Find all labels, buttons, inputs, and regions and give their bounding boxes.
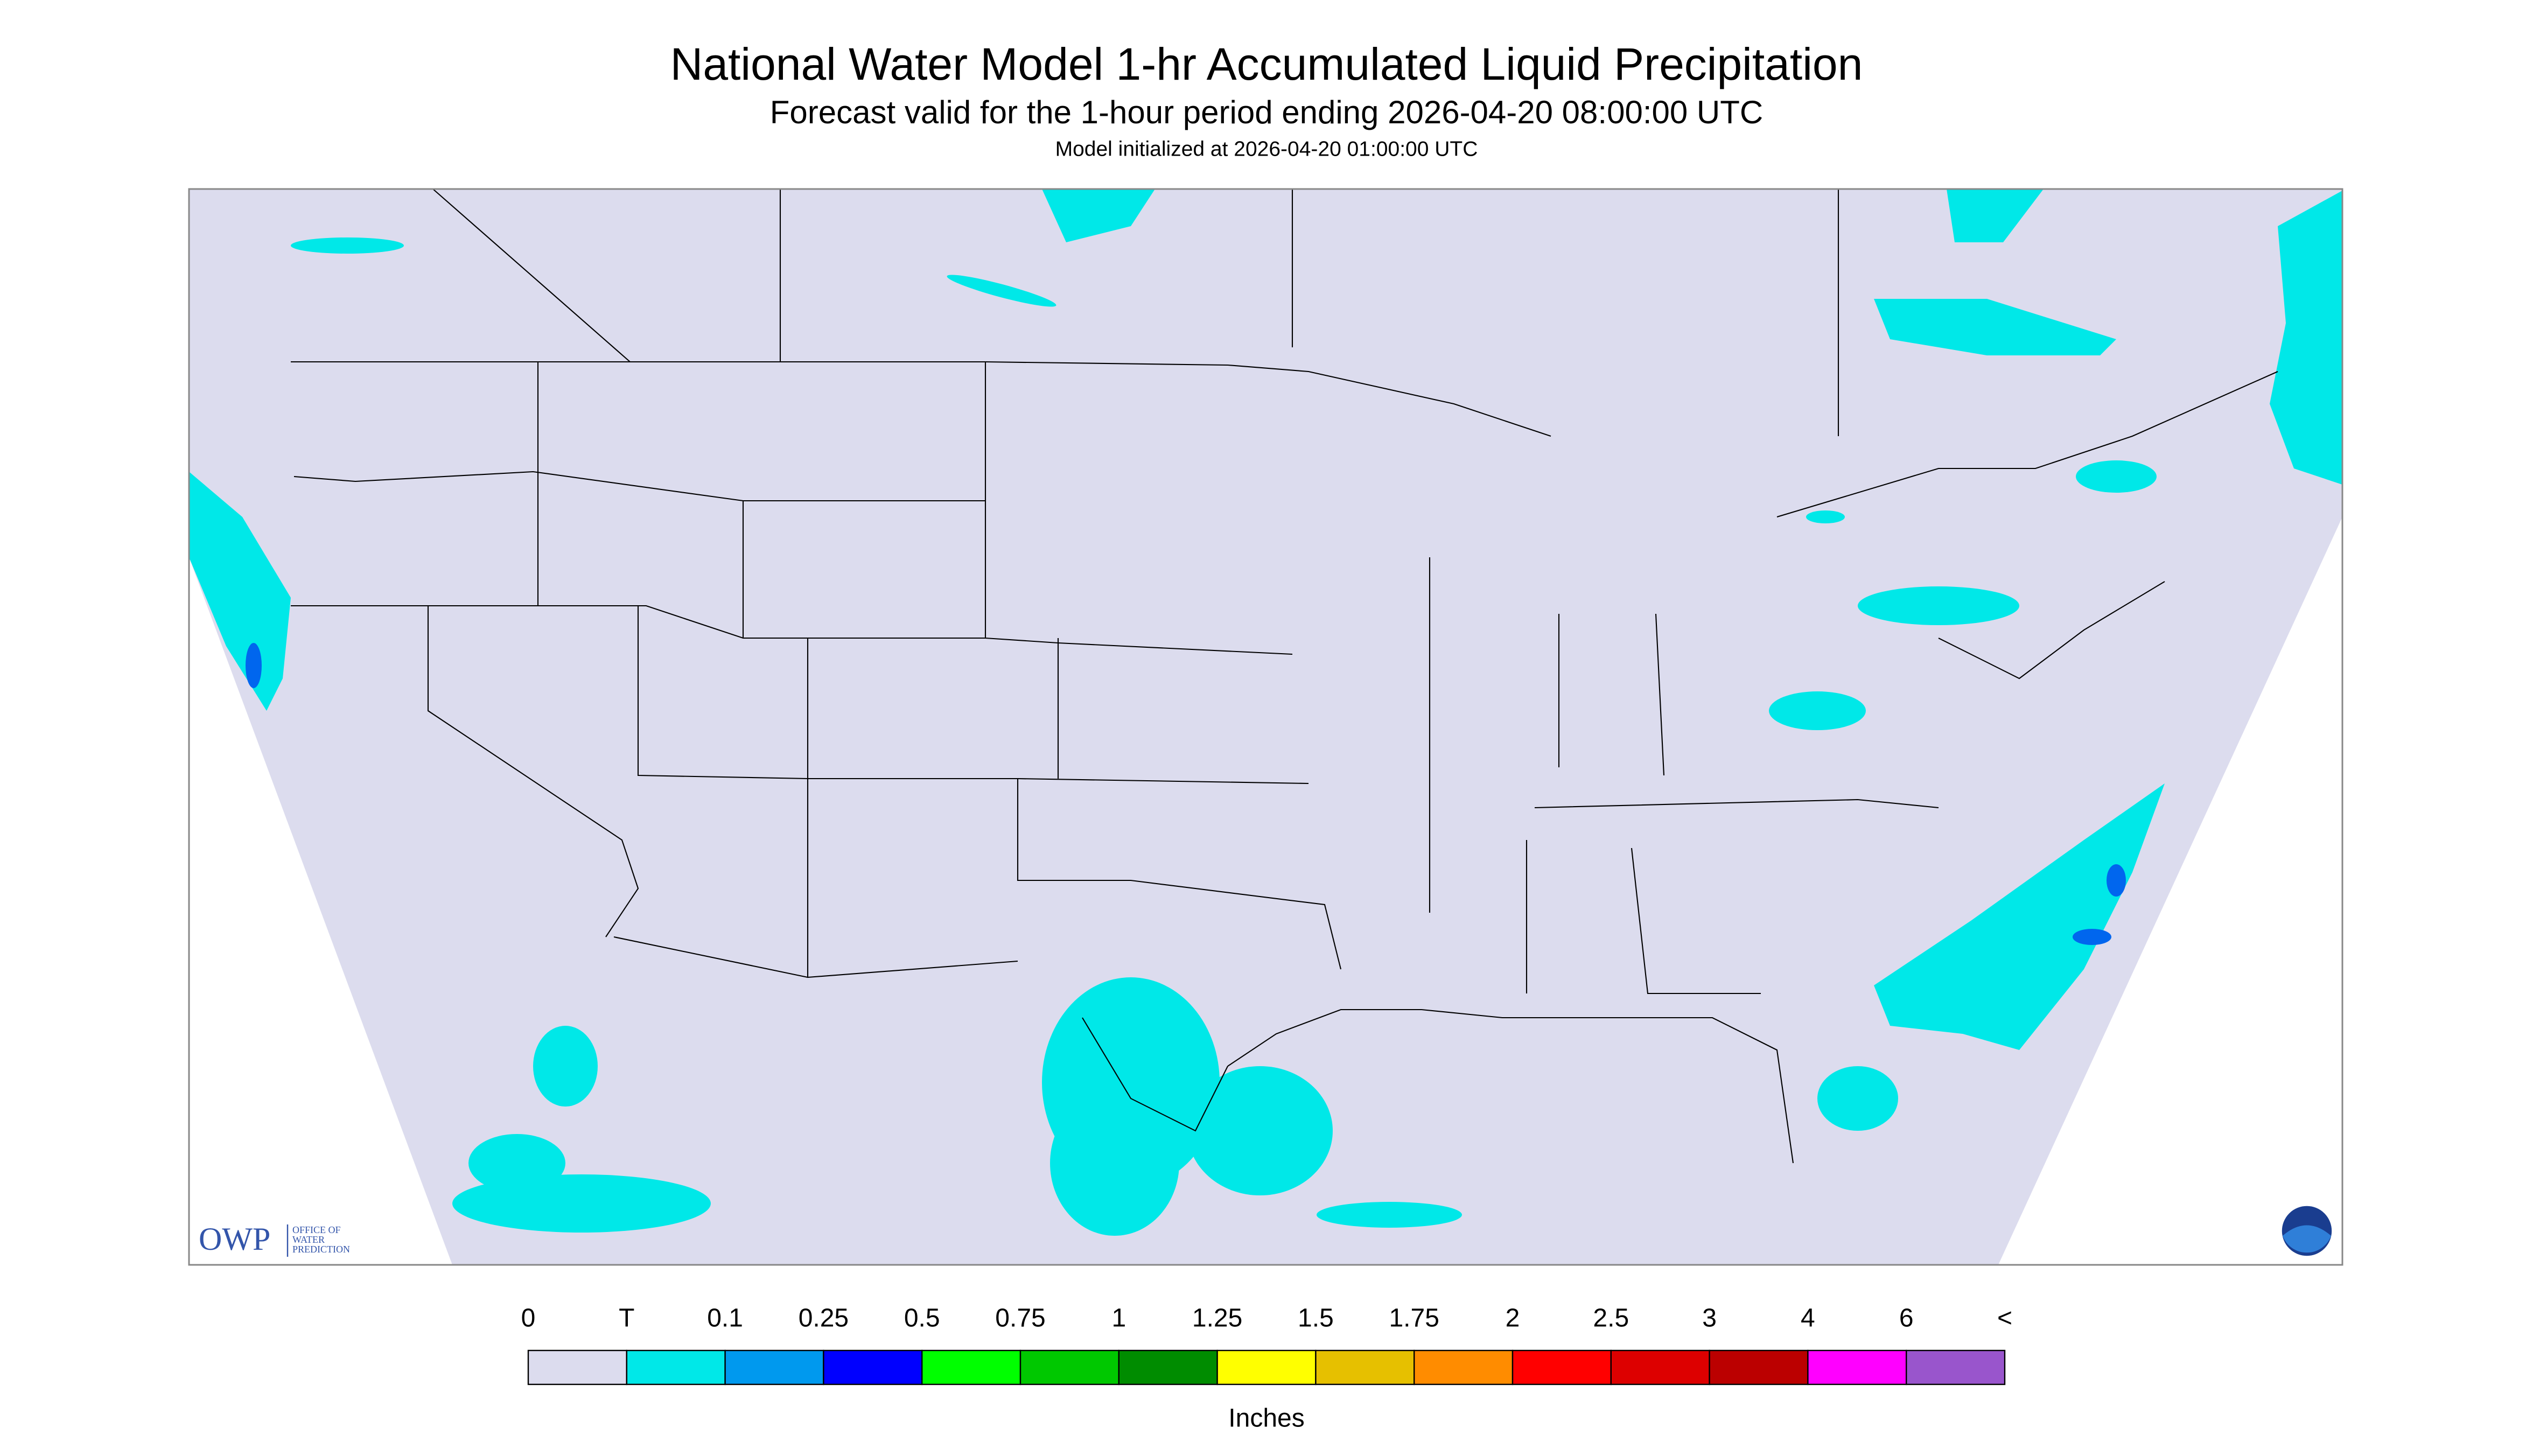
init-time: Model initialized at 2026-04-20 01:00:00… [1055, 137, 1478, 160]
legend-swatch [626, 1349, 726, 1385]
legend-label: 1.5 [1298, 1304, 1334, 1333]
legend-label: 4 [1801, 1304, 1815, 1333]
legend-label: T [619, 1304, 634, 1333]
legend-swatch [724, 1349, 824, 1385]
legend-swatch [823, 1349, 923, 1385]
legend-swatch [1019, 1349, 1120, 1385]
logo-line: OFFICE OF [292, 1224, 341, 1235]
map-border [188, 188, 2343, 1266]
legend-label: 0.5 [904, 1304, 940, 1333]
legend-label: 1.75 [1389, 1304, 1439, 1333]
legend-swatch [1905, 1349, 2006, 1385]
legend: 0 T 0.1 0.25 0.5 0.75 1 1.25 1.5 1.75 2 2.5 3 4 6 < [521, 1304, 2012, 1385]
legend-unit: Inches [1228, 1404, 1304, 1433]
logo-line: WATER [292, 1234, 325, 1245]
noaa-logo [2280, 1204, 2334, 1258]
precip-areas [189, 189, 2342, 1236]
legend-swatch [527, 1349, 628, 1385]
boundaries [291, 188, 2278, 1164]
legend-label: 0 [521, 1304, 536, 1333]
legend-label: 2 [1506, 1304, 1520, 1333]
map: OWP OFFICE OF WATER PREDICTION [188, 188, 2343, 1266]
title: National Water Model 1-hr Accumulated Li… [670, 39, 1863, 89]
legend-swatch [1807, 1349, 1907, 1385]
legend-swatch [1315, 1349, 1415, 1385]
legend-label: 1.25 [1192, 1304, 1242, 1333]
legend-swatch [1118, 1349, 1218, 1385]
legend-label: 1 [1111, 1304, 1126, 1333]
legend-swatch [921, 1349, 1021, 1385]
legend-label: 0.25 [799, 1304, 849, 1333]
owp-logo: OWP OFFICE OF WATER PREDICTION [199, 1221, 350, 1257]
legend-label: 2.5 [1593, 1304, 1629, 1333]
legend-label: 0.75 [995, 1304, 1045, 1333]
legend-label: 3 [1702, 1304, 1717, 1333]
precip-heavy [246, 643, 2126, 946]
logo-acronym: OWP [199, 1221, 270, 1257]
subtitle: Forecast valid for the 1-hour period end… [770, 94, 1763, 130]
legend-swatch [1414, 1349, 1514, 1385]
map-domain [189, 189, 2342, 1265]
legend-label: 6 [1899, 1304, 1914, 1333]
legend-swatch [1512, 1349, 1612, 1385]
legend-label: < [1997, 1304, 2012, 1333]
logo-line: PREDICTION [292, 1244, 350, 1255]
legend-swatch [1216, 1349, 1317, 1385]
legend-label: 0.1 [707, 1304, 743, 1333]
legend-swatch [1709, 1349, 1809, 1385]
legend-swatch [1610, 1349, 1710, 1385]
noaa-ring [2280, 1204, 2334, 1258]
noaa-wave [2283, 1225, 2331, 1253]
